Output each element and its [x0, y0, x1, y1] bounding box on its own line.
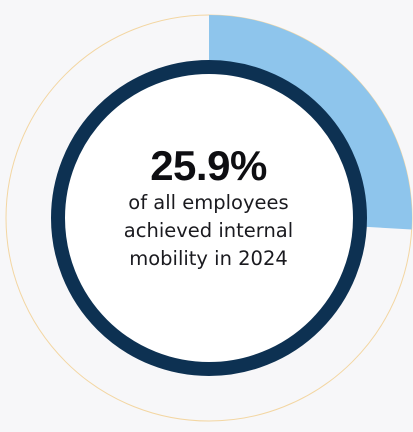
navy-ring: [51, 60, 367, 376]
